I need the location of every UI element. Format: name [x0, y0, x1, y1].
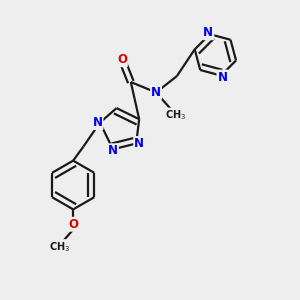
Text: CH$_3$: CH$_3$: [49, 240, 70, 254]
Text: N: N: [203, 26, 213, 39]
Text: CH$_3$: CH$_3$: [165, 108, 187, 122]
Text: N: N: [218, 70, 227, 83]
Text: O: O: [68, 218, 78, 231]
Text: N: N: [92, 116, 103, 129]
Text: O: O: [117, 53, 127, 66]
Text: N: N: [151, 86, 161, 99]
Text: N: N: [108, 144, 118, 157]
Text: N: N: [134, 137, 144, 150]
